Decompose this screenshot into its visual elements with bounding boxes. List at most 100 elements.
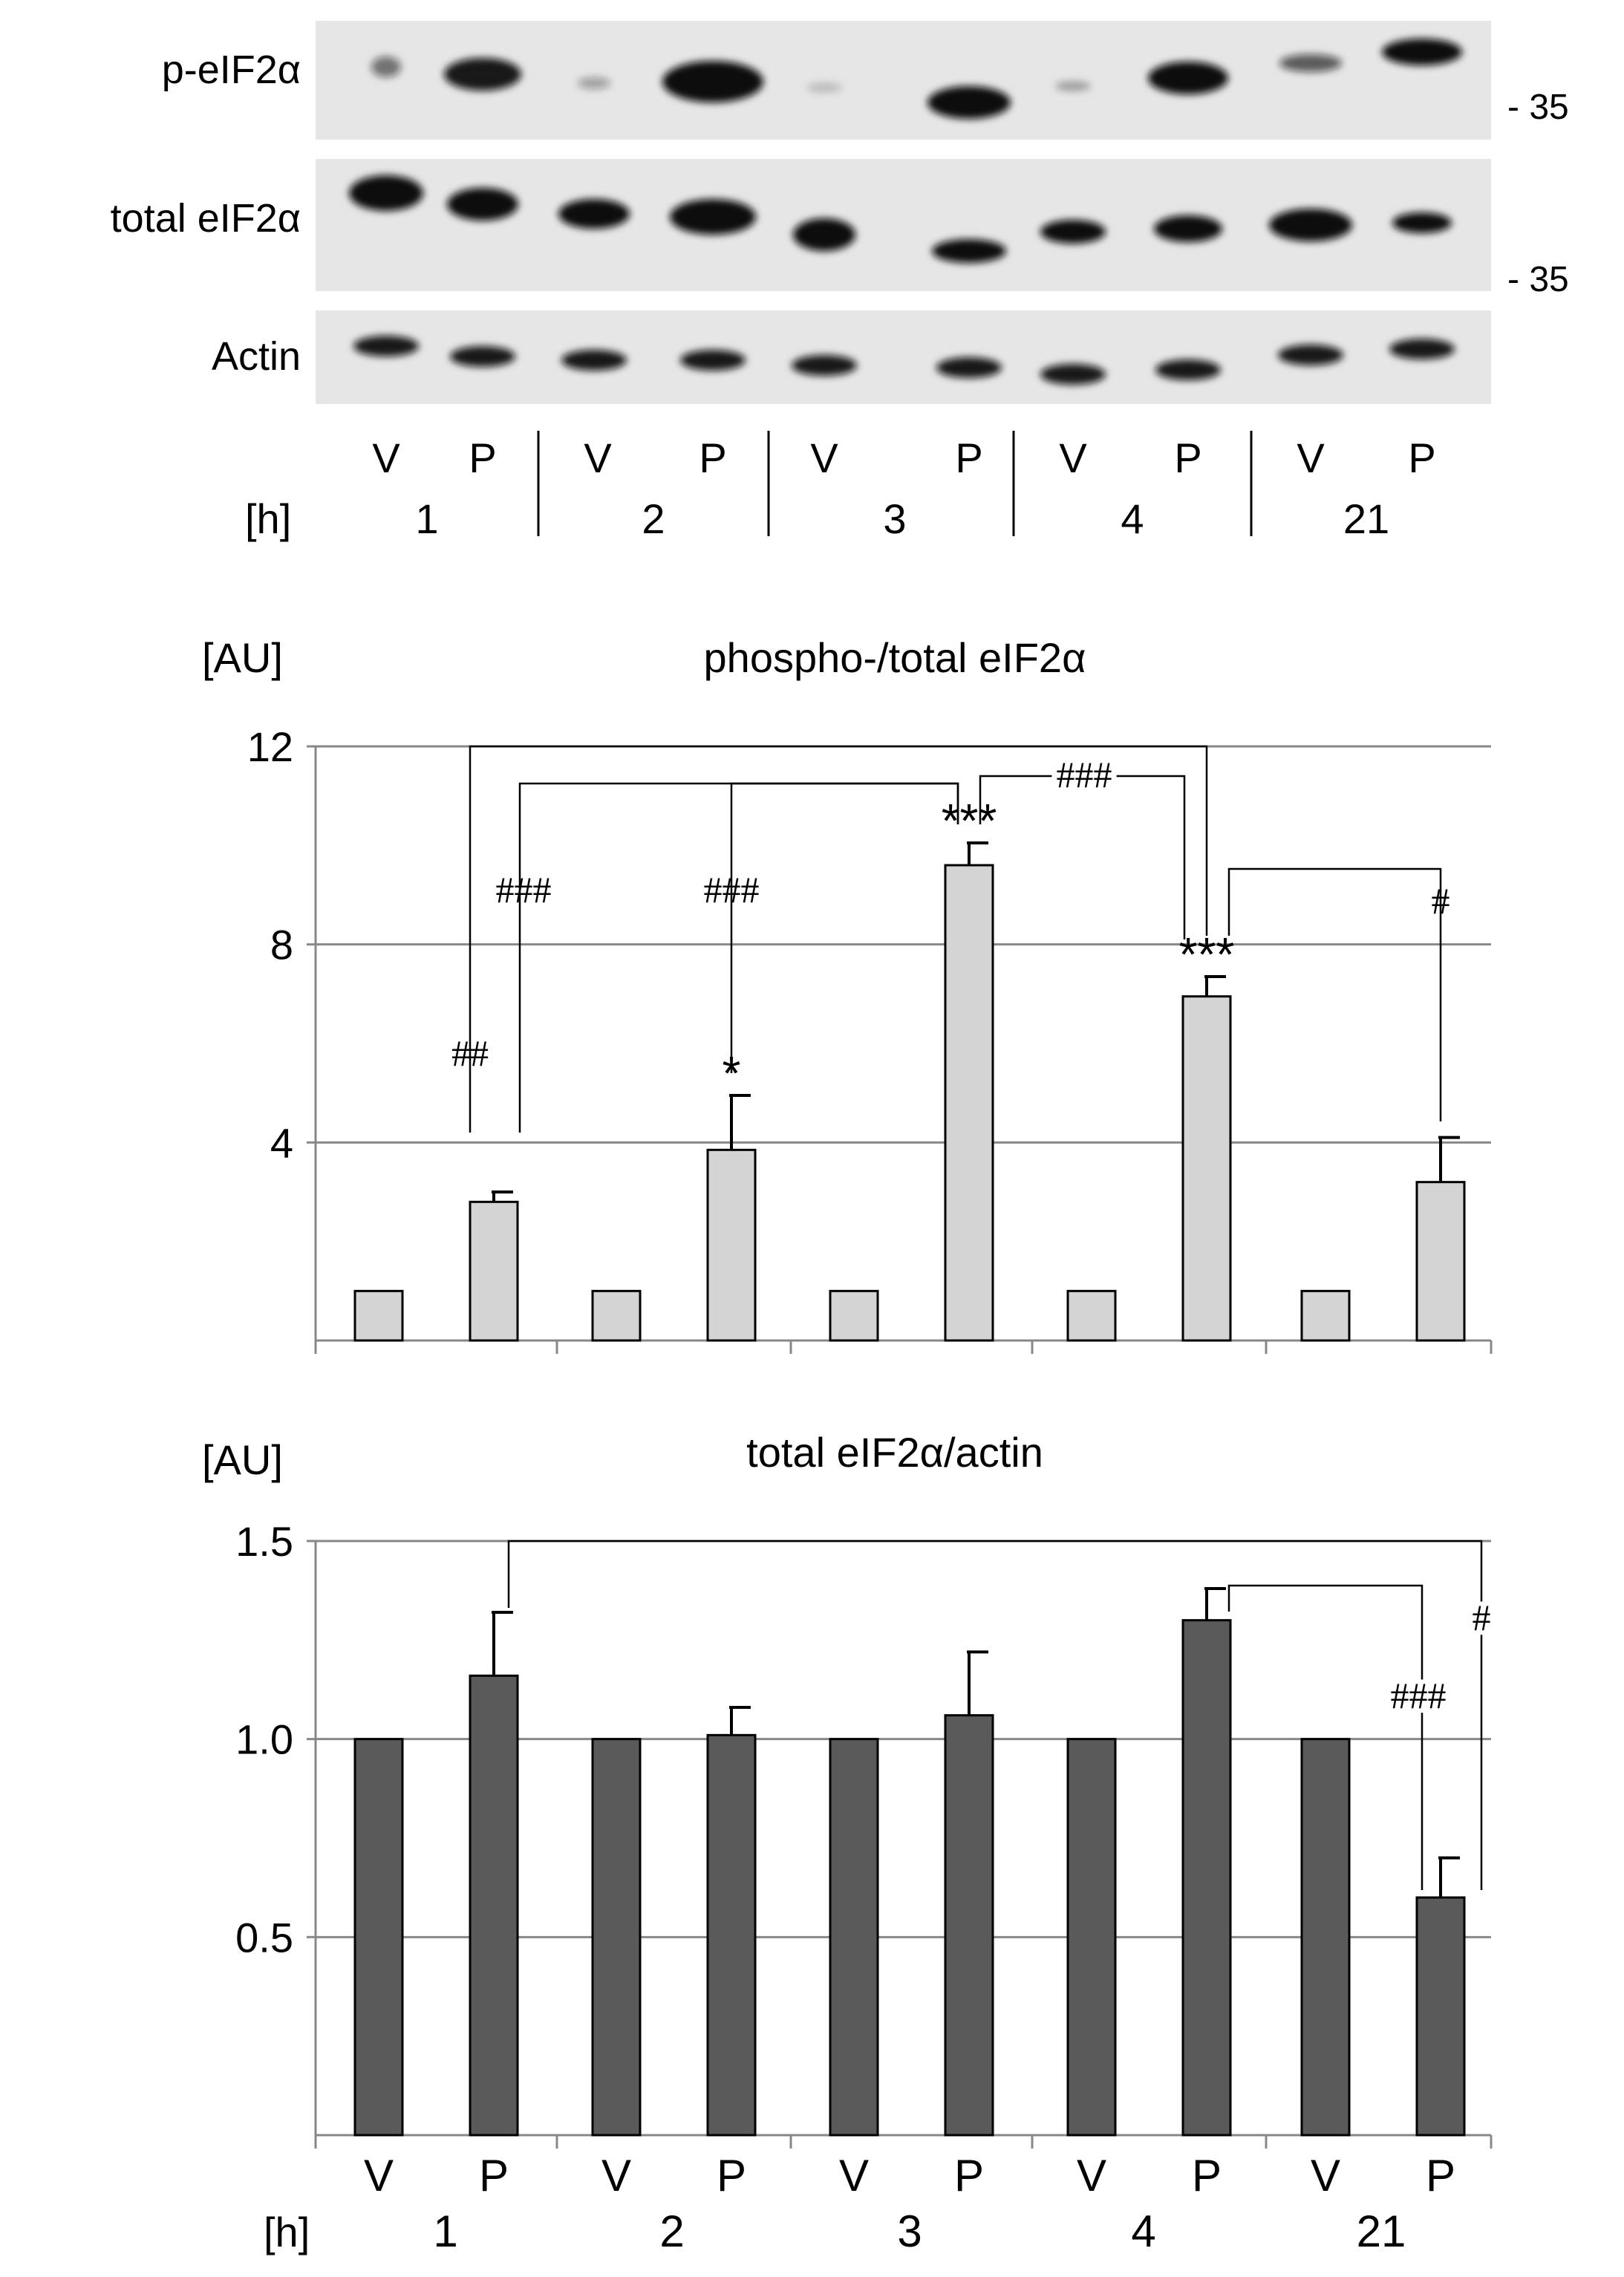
chart1-bracket-label: ### [704, 869, 760, 911]
blot-lane-label: V [372, 434, 400, 481]
western-blot: p-eIF2α total eIF2α Actin - 35 - 35 V P V P… [111, 21, 1569, 542]
blot-timepoint-label: 1 [415, 495, 438, 542]
chart2-time-unit: [h] [264, 2209, 310, 2255]
c2-ytick-label: 1.5 [235, 1518, 293, 1565]
c1-bar [591, 1289, 642, 1342]
c2-bar [1181, 1619, 1232, 2137]
c1-bar [353, 1289, 404, 1342]
c1-bar [829, 1289, 879, 1342]
blot-lane-label: P [955, 434, 982, 481]
band-actin-lane-2 [450, 346, 515, 367]
chart2-category-label: P [1426, 2151, 1455, 2201]
band-actin-lane-9 [1278, 345, 1343, 365]
chart1-bracket-label: ### [496, 869, 552, 911]
blot-timepoint-label: 3 [883, 495, 906, 542]
chart2-category-label: V [839, 2151, 869, 2201]
band-p-eif2a-lane-2 [444, 58, 521, 91]
chart2-ytick-labels: 0.5 1.0 1.5 [235, 1518, 293, 1961]
chart1-bracket-label: ### [1057, 754, 1112, 795]
chart1-title: phospho-/total eIF2α [704, 634, 1086, 681]
c1-ytick-label: 8 [270, 922, 293, 968]
band-actin-lane-8 [1155, 359, 1221, 380]
chart2-category-label: P [479, 2151, 509, 2201]
chart2-bracket-label: # [1473, 1597, 1491, 1638]
chart1-annotation: * [723, 1046, 741, 1100]
chart1-bracket [730, 782, 959, 1073]
band-p-eif2a-lane-1 [371, 56, 401, 77]
band-p-eif2a-lane-7 [1055, 81, 1091, 91]
band-total-eif2a-lane-5 [793, 218, 855, 251]
c2-bar [706, 1733, 757, 2137]
blot-group-separators [537, 431, 1253, 536]
band-p-eif2a-lane-8 [1148, 62, 1228, 94]
chart1-significance-brackets: ##### ####### [451, 745, 1450, 1133]
c2-bar [1415, 1896, 1466, 2137]
blot-bands [349, 39, 1462, 385]
band-total-eif2a-lane-10 [1392, 212, 1452, 233]
chart2-timepoint-label: 1 [433, 2206, 457, 2256]
band-actin-lane-5 [792, 355, 857, 376]
band-p-eif2a-lane-10 [1382, 39, 1462, 65]
band-total-eif2a-lane-7 [1040, 220, 1106, 244]
c2-bar [469, 1674, 519, 2137]
c1-bar [1066, 1289, 1117, 1342]
chart1-bracket [469, 745, 1208, 1133]
c2-bar [591, 1738, 642, 2137]
chart1-annotation: *** [942, 794, 997, 847]
blot-timepoint-label: 2 [642, 495, 665, 542]
band-total-eif2a-lane-9 [1269, 209, 1352, 241]
chart2-bars [353, 1619, 1466, 2137]
band-p-eif2a-lane-4 [662, 61, 763, 102]
c1-ytick-label: 12 [247, 723, 293, 770]
chart1-bars [353, 864, 1466, 1342]
chart2-category-label: V [1311, 2151, 1340, 2201]
chart2-timepoint-label: 4 [1131, 2206, 1155, 2256]
c1-bar [706, 1148, 757, 1342]
band-total-eif2a-lane-6 [932, 239, 1006, 263]
chart2-category-label: V [364, 2151, 394, 2201]
c2-ytick-label: 0.5 [235, 1914, 293, 1961]
chart1-bracket [1227, 867, 1442, 1121]
band-total-eif2a-lane-1 [349, 175, 423, 211]
band-p-eif2a-lane-3 [578, 77, 610, 89]
band-total-eif2a-lane-2 [447, 188, 518, 221]
chart2-title: total eIF2α/actin [746, 1429, 1043, 1476]
blot-lane-label: P [699, 434, 726, 481]
chart2-category-label: V [1077, 2151, 1106, 2201]
chart1-gridlines [316, 745, 1491, 1144]
chart2-category-label: V [601, 2151, 631, 2201]
c1-bar [1415, 1181, 1466, 1342]
band-total-eif2a-lane-3 [558, 199, 630, 229]
band-p-eif2a-lane-5 [806, 82, 842, 93]
chart1-ylabel: [AU] [202, 634, 283, 681]
band-actin-lane-6 [936, 357, 1002, 378]
chart2-significance-brackets: #### [507, 1540, 1496, 1890]
blot-lane-label: V [810, 434, 838, 481]
c1-bar [1181, 995, 1232, 1342]
blot-timepoint-label: 21 [1343, 495, 1389, 542]
c1-ytick-label: 4 [270, 1119, 293, 1166]
c1-bar [469, 1200, 519, 1342]
c2-bar [829, 1738, 879, 2137]
c2-ytick-label: 1.0 [235, 1716, 293, 1763]
blot-lane-label: P [1408, 434, 1435, 481]
chart1-bracket-label: # [1432, 880, 1450, 922]
blot-row-label-total-eif2a: total eIF2α [111, 196, 301, 241]
band-p-eif2a-lane-9 [1279, 54, 1342, 72]
chart2-timepoint-label: 21 [1357, 2206, 1406, 2256]
chart2-timepoint-label: 3 [897, 2206, 922, 2256]
chart1-bracket [979, 775, 1186, 939]
blot-lane-label: V [1059, 434, 1087, 481]
c2-bar [1300, 1738, 1351, 2137]
blot-time-unit: [h] [245, 495, 291, 542]
band-actin-lane-3 [561, 350, 627, 371]
chart1-annotations: ******* [723, 794, 1235, 1100]
chart2-timepoint-labels: 1 2 3 4 21 [433, 2206, 1406, 2256]
chart2-category-label: P [1192, 2151, 1222, 2201]
band-p-eif2a-lane-6 [927, 86, 1011, 119]
c1-bar [1300, 1289, 1351, 1342]
c1-bar [944, 864, 994, 1342]
